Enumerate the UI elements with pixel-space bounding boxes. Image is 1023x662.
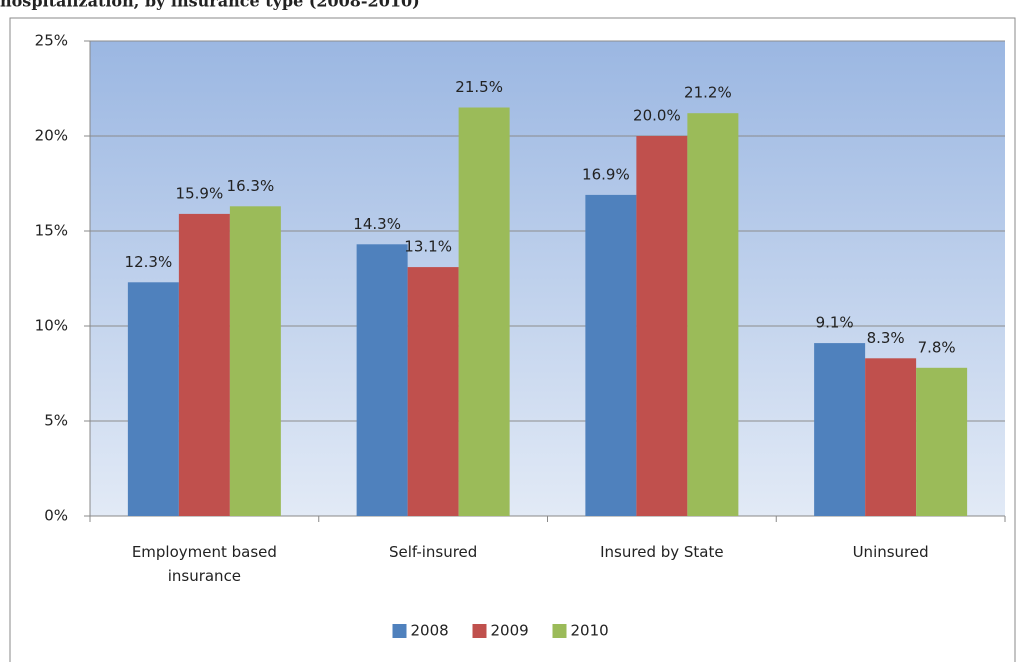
bar — [687, 113, 739, 516]
y-tick-label: 0% — [44, 507, 68, 525]
bar — [178, 213, 230, 516]
bar — [356, 244, 408, 517]
legend-label: 2009 — [491, 622, 529, 640]
data-label: 12.3% — [125, 253, 173, 271]
bar — [229, 206, 281, 517]
data-label: 16.9% — [582, 165, 630, 183]
data-label: 9.1% — [816, 314, 854, 332]
data-label: 14.3% — [353, 215, 401, 233]
legend-label: 2010 — [571, 622, 609, 640]
y-tick-label: 5% — [44, 412, 68, 430]
legend-swatch — [552, 624, 567, 638]
data-label: 20.0% — [633, 107, 681, 125]
x-tick-label: Insured by State — [600, 543, 724, 561]
x-tick-label: Uninsured — [852, 543, 929, 561]
bar — [407, 267, 459, 516]
bar — [585, 194, 637, 516]
bar — [814, 343, 866, 516]
bar — [916, 367, 968, 516]
data-label: 13.1% — [404, 238, 452, 256]
y-tick-label: 25% — [35, 32, 68, 50]
legend-label: 2008 — [411, 622, 449, 640]
data-label: 8.3% — [867, 329, 905, 347]
y-tick-label: 20% — [35, 127, 68, 145]
data-label: 21.2% — [684, 84, 732, 102]
data-label: 15.9% — [176, 184, 224, 202]
chart-title: hospitalization, by insurance type (2008… — [0, 0, 420, 11]
x-tick-label: Self-insured — [388, 543, 478, 561]
bar — [127, 282, 179, 516]
legend-swatch — [392, 624, 407, 638]
data-label: 21.5% — [455, 78, 503, 96]
y-tick-label: 15% — [35, 222, 68, 240]
x-tick-label: Employment based insurance — [131, 543, 277, 585]
y-tick-label: 10% — [35, 317, 68, 335]
data-label: 7.8% — [918, 338, 956, 356]
legend-swatch — [472, 624, 487, 638]
data-label: 16.3% — [227, 177, 275, 195]
bar — [636, 136, 688, 516]
bar — [458, 107, 510, 516]
bar — [865, 358, 917, 516]
